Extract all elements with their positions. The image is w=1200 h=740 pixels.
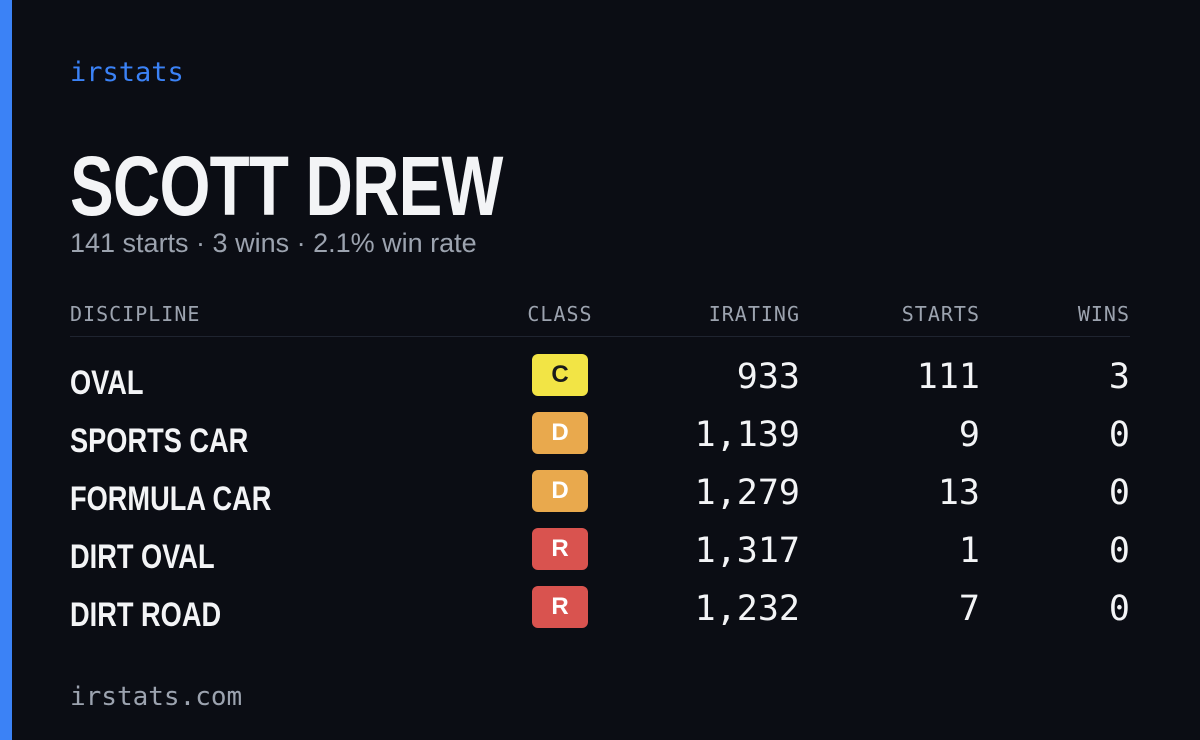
class-badge: R <box>532 586 588 628</box>
class-badge: D <box>532 412 588 454</box>
wins: 3 <box>1108 357 1130 397</box>
discipline: SPORTS CAR <box>70 422 249 460</box>
wins: 0 <box>1108 473 1130 513</box>
wins: 0 <box>1108 589 1130 629</box>
irating: 933 <box>736 357 800 397</box>
starts: 1 <box>958 531 980 571</box>
wins: 0 <box>1108 531 1130 571</box>
accent-bar <box>0 0 12 740</box>
discipline: FORMULA CAR <box>70 480 272 518</box>
irating: 1,317 <box>694 531 800 571</box>
player-name: SCOTT DREW <box>70 139 503 233</box>
player-summary: 141 starts · 3 wins · 2.1% win rate <box>70 228 477 258</box>
column-header: CLASS <box>527 302 593 326</box>
column-header: IRATING <box>708 302 800 326</box>
class-badge: D <box>532 470 588 512</box>
irating: 1,232 <box>694 589 800 629</box>
column-header: STARTS <box>901 302 980 326</box>
header-rule <box>70 336 1130 337</box>
discipline: DIRT ROAD <box>70 596 222 634</box>
class-badge: C <box>532 354 588 396</box>
starts: 111 <box>916 357 980 397</box>
wins: 0 <box>1108 415 1130 455</box>
starts: 13 <box>937 473 980 513</box>
class-badge: R <box>532 528 588 570</box>
column-header: WINS <box>1077 302 1130 326</box>
discipline: OVAL <box>70 364 144 402</box>
starts: 9 <box>958 415 980 455</box>
footer: irstats.com <box>70 682 243 712</box>
discipline: DIRT OVAL <box>70 538 215 576</box>
irating: 1,139 <box>694 415 800 455</box>
column-header: DISCIPLINE <box>70 302 201 326</box>
starts: 7 <box>958 589 980 629</box>
brand: irstats <box>70 57 184 88</box>
irating: 1,279 <box>694 473 800 513</box>
